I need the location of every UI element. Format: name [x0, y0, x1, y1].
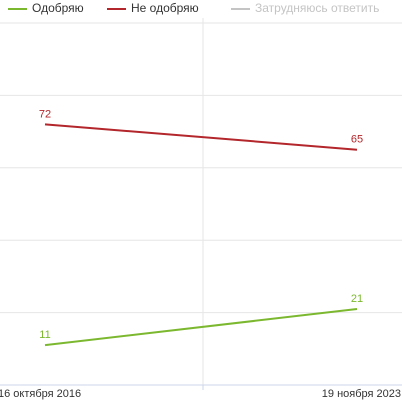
x-tick-label: 16 октября 2016: [0, 388, 81, 400]
series-line: [44, 123, 358, 151]
legend-label: Не одобряю: [131, 1, 199, 15]
x-tick-label: 19 ноября 2023: [322, 388, 401, 400]
data-label: 72: [39, 108, 51, 120]
data-label: 21: [351, 293, 363, 305]
legend-label: Затрудняюсь ответить: [255, 1, 379, 15]
data-label: 11: [39, 329, 50, 341]
series-line: [44, 307, 358, 347]
data-label: 65: [351, 134, 363, 146]
legend-label: Одобряю: [32, 1, 84, 15]
